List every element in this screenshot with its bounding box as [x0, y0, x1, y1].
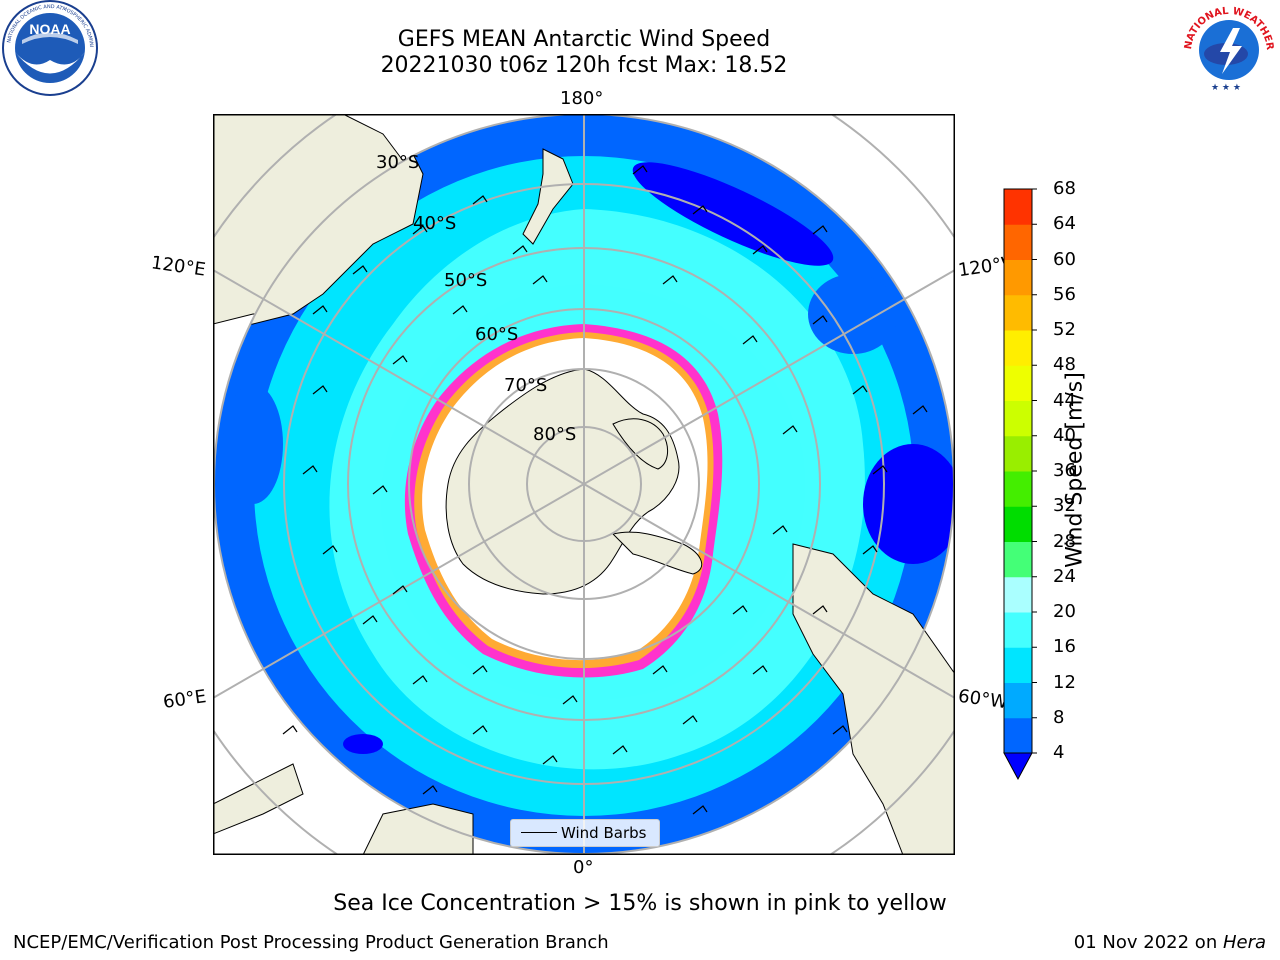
- lat-label-40s: 40°S: [413, 213, 457, 234]
- svg-text:★ ★ ★: ★ ★ ★: [1211, 83, 1241, 93]
- lat-label-60s: 60°S: [475, 324, 519, 345]
- colorbar-segment: [1004, 400, 1032, 437]
- machine-name: Hera: [1222, 932, 1266, 953]
- lon-label-120e: 120°E: [149, 252, 207, 281]
- noaa-logo-text: NOAA: [29, 21, 70, 37]
- nws-logo: NATIONAL WEATHER SERVICE ★ ★ ★: [1178, 0, 1275, 96]
- chart-title: GEFS MEAN Antarctic Wind Speed: [397, 27, 771, 52]
- colorbar-segment: [1004, 541, 1032, 578]
- wind-barbs: [282, 165, 928, 815]
- colorbar-tick-label: 68: [1053, 178, 1076, 199]
- colorbar-segment: [1004, 294, 1032, 331]
- colorbar-tick-label: 56: [1053, 283, 1076, 305]
- colorbar-tick-label: 36: [1053, 460, 1076, 481]
- legend-label: Wind Barbs: [561, 824, 647, 842]
- colorbar-under-arrow: [1003, 752, 1033, 781]
- colorbar-tick-label: 64: [1053, 213, 1076, 235]
- colorbar-tick-label: 48: [1053, 354, 1076, 376]
- noaa-logo: NOAA NATIONAL OCEANIC AND ATMOSPHERIC AD…: [0, 0, 98, 96]
- issue-date: 01 Nov 2022 on Hera: [1074, 932, 1266, 953]
- colorbar-segment: [1004, 189, 1032, 225]
- lat-label-80s: 80°S: [533, 424, 577, 445]
- colorbar-tick-label: 44: [1053, 389, 1076, 411]
- colorbar-segment: [1004, 647, 1032, 683]
- credit-text: NCEP/EMC/Verification Post Processing Pr…: [13, 932, 609, 953]
- colorbar-segment: [1004, 506, 1032, 542]
- colorbar-segment: [1004, 471, 1032, 507]
- lon-label-0: 0°: [573, 857, 594, 878]
- wind-speed-map: [213, 114, 955, 855]
- colorbar-segment: [1004, 576, 1032, 613]
- sea-ice-note: Sea Ice Concentration > 15% is shown in …: [333, 891, 947, 916]
- wind-barbs-legend: Wind Barbs: [510, 819, 660, 847]
- colorbar-tick-label: 20: [1053, 601, 1076, 622]
- colorbar-segment: [1004, 330, 1032, 366]
- lat-label-70s: 70°S: [504, 375, 548, 396]
- colorbar-tick-label: 4: [1053, 742, 1065, 763]
- colorbar-segment: [1004, 224, 1032, 260]
- colorbar-tick-label: 40: [1053, 424, 1076, 446]
- lon-label-60e: 60°E: [161, 686, 208, 713]
- colorbar-tick-label: 60: [1053, 248, 1076, 270]
- lat-label-50s: 50°S: [444, 270, 488, 291]
- lat-label-30s: 30°S: [376, 152, 420, 173]
- date-text: 01 Nov 2022 on: [1073, 932, 1223, 953]
- colorbar-segment: [1004, 435, 1032, 472]
- legend-line-icon: [521, 832, 557, 833]
- colorbar-segment: [1004, 365, 1032, 401]
- colorbar: [1003, 188, 1037, 781]
- colorbar-tick-label: 8: [1053, 706, 1065, 728]
- colorbar-tick-label: 32: [1053, 495, 1076, 517]
- chart-subtitle: 20221030 t06z 120h fcst Max: 18.52: [380, 53, 788, 78]
- colorbar-tick-label: 52: [1053, 319, 1076, 340]
- colorbar-tick-label: 24: [1053, 565, 1076, 587]
- colorbar-tick-label: 28: [1053, 530, 1076, 552]
- colorbar-tick-label: 12: [1053, 671, 1076, 693]
- colorbar-segment: [1004, 717, 1032, 754]
- colorbar-segment: [1004, 682, 1032, 719]
- colorbar-segment: [1004, 612, 1032, 648]
- lon-label-180: 180°: [560, 88, 604, 109]
- colorbar-tick-label: 16: [1053, 636, 1076, 658]
- colorbar-label: Wind Speed [m/s]: [1062, 372, 1088, 568]
- colorbar-segment: [1004, 259, 1032, 296]
